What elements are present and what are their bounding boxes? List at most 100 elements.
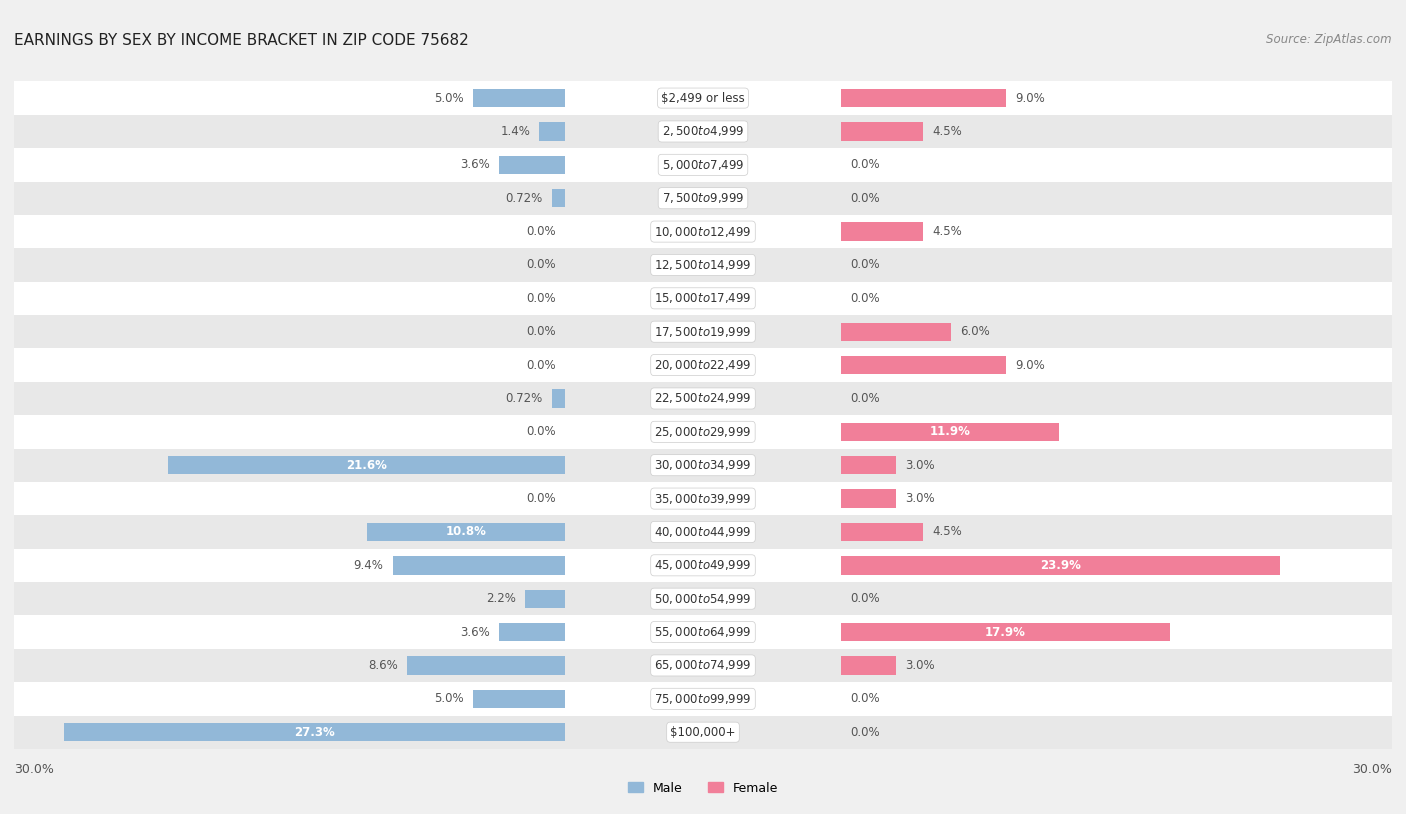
Text: $45,000 to $49,999: $45,000 to $49,999 bbox=[654, 558, 752, 572]
Bar bbox=[565, 615, 841, 649]
Bar bbox=[553, 389, 565, 408]
Text: 0.0%: 0.0% bbox=[526, 492, 555, 505]
Bar bbox=[14, 615, 565, 649]
Text: 0.0%: 0.0% bbox=[526, 426, 555, 438]
Text: 27.3%: 27.3% bbox=[294, 726, 335, 738]
Bar bbox=[841, 456, 896, 475]
Text: 0.72%: 0.72% bbox=[506, 192, 543, 204]
Bar bbox=[14, 449, 565, 482]
Text: 2.2%: 2.2% bbox=[485, 593, 516, 605]
Text: $55,000 to $64,999: $55,000 to $64,999 bbox=[654, 625, 752, 639]
Text: $50,000 to $54,999: $50,000 to $54,999 bbox=[654, 592, 752, 606]
Text: $12,500 to $14,999: $12,500 to $14,999 bbox=[654, 258, 752, 272]
Bar bbox=[841, 482, 1392, 515]
Bar bbox=[841, 615, 1392, 649]
Bar bbox=[565, 682, 841, 716]
Text: 3.0%: 3.0% bbox=[905, 659, 935, 672]
Bar bbox=[408, 656, 565, 675]
Text: 1.4%: 1.4% bbox=[501, 125, 530, 138]
Text: 0.0%: 0.0% bbox=[851, 259, 880, 271]
Bar bbox=[841, 222, 924, 241]
Text: $5,000 to $7,499: $5,000 to $7,499 bbox=[662, 158, 744, 172]
Bar bbox=[841, 322, 950, 341]
Bar bbox=[841, 623, 1170, 641]
Text: 5.0%: 5.0% bbox=[434, 92, 464, 104]
Text: 4.5%: 4.5% bbox=[932, 225, 962, 238]
Text: 9.0%: 9.0% bbox=[1015, 92, 1045, 104]
Text: 4.5%: 4.5% bbox=[932, 526, 962, 538]
Bar bbox=[565, 215, 841, 248]
Bar bbox=[565, 182, 841, 215]
Bar bbox=[565, 415, 841, 449]
Bar bbox=[14, 315, 565, 348]
Bar bbox=[841, 356, 1007, 374]
Text: $7,500 to $9,999: $7,500 to $9,999 bbox=[662, 191, 744, 205]
Text: 0.0%: 0.0% bbox=[526, 359, 555, 371]
Text: 0.0%: 0.0% bbox=[851, 192, 880, 204]
Bar bbox=[841, 449, 1392, 482]
Text: 0.0%: 0.0% bbox=[851, 693, 880, 705]
Bar bbox=[565, 315, 841, 348]
Bar bbox=[14, 515, 565, 549]
Bar bbox=[841, 282, 1392, 315]
Bar bbox=[14, 148, 565, 182]
Text: 3.0%: 3.0% bbox=[905, 492, 935, 505]
Bar bbox=[841, 248, 1392, 282]
Text: 10.8%: 10.8% bbox=[446, 526, 486, 538]
Text: 0.72%: 0.72% bbox=[506, 392, 543, 405]
Text: 9.4%: 9.4% bbox=[353, 559, 384, 571]
Bar bbox=[169, 456, 565, 475]
Text: $40,000 to $44,999: $40,000 to $44,999 bbox=[654, 525, 752, 539]
Bar bbox=[524, 589, 565, 608]
Bar bbox=[14, 716, 565, 749]
Bar bbox=[14, 182, 565, 215]
Bar bbox=[565, 449, 841, 482]
Text: $20,000 to $22,499: $20,000 to $22,499 bbox=[654, 358, 752, 372]
Text: 0.0%: 0.0% bbox=[851, 726, 880, 738]
Bar bbox=[565, 115, 841, 148]
Bar bbox=[841, 649, 1392, 682]
Text: 0.0%: 0.0% bbox=[526, 259, 555, 271]
Text: 0.0%: 0.0% bbox=[526, 225, 555, 238]
Text: $25,000 to $29,999: $25,000 to $29,999 bbox=[654, 425, 752, 439]
Text: 8.6%: 8.6% bbox=[368, 659, 398, 672]
Text: 3.0%: 3.0% bbox=[905, 459, 935, 471]
Bar bbox=[14, 348, 565, 382]
Bar bbox=[565, 382, 841, 415]
Bar bbox=[14, 382, 565, 415]
Text: 4.5%: 4.5% bbox=[932, 125, 962, 138]
Bar bbox=[841, 148, 1392, 182]
Text: $15,000 to $17,499: $15,000 to $17,499 bbox=[654, 291, 752, 305]
Bar bbox=[841, 382, 1392, 415]
Bar bbox=[841, 556, 1279, 575]
Text: $22,500 to $24,999: $22,500 to $24,999 bbox=[654, 392, 752, 405]
Text: 0.0%: 0.0% bbox=[526, 292, 555, 304]
Legend: Male, Female: Male, Female bbox=[623, 777, 783, 799]
Text: 11.9%: 11.9% bbox=[929, 426, 970, 438]
Bar bbox=[565, 81, 841, 115]
Bar bbox=[565, 248, 841, 282]
Text: 0.0%: 0.0% bbox=[851, 292, 880, 304]
Bar bbox=[63, 723, 565, 742]
Bar bbox=[841, 515, 1392, 549]
Bar bbox=[14, 215, 565, 248]
Bar bbox=[841, 656, 896, 675]
Bar bbox=[841, 89, 1007, 107]
Bar bbox=[841, 682, 1392, 716]
Text: 9.0%: 9.0% bbox=[1015, 359, 1045, 371]
Text: $2,499 or less: $2,499 or less bbox=[661, 92, 745, 104]
Text: Source: ZipAtlas.com: Source: ZipAtlas.com bbox=[1267, 33, 1392, 46]
Bar bbox=[14, 248, 565, 282]
Bar bbox=[367, 523, 565, 541]
Text: $10,000 to $12,499: $10,000 to $12,499 bbox=[654, 225, 752, 239]
Bar bbox=[565, 549, 841, 582]
Text: 3.6%: 3.6% bbox=[460, 159, 489, 171]
Text: 30.0%: 30.0% bbox=[14, 763, 53, 776]
Text: 23.9%: 23.9% bbox=[1040, 559, 1081, 571]
Text: 3.6%: 3.6% bbox=[460, 626, 489, 638]
Text: $2,500 to $4,999: $2,500 to $4,999 bbox=[662, 125, 744, 138]
Bar bbox=[841, 716, 1392, 749]
Bar bbox=[841, 215, 1392, 248]
Text: 17.9%: 17.9% bbox=[984, 626, 1025, 638]
Bar bbox=[841, 523, 924, 541]
